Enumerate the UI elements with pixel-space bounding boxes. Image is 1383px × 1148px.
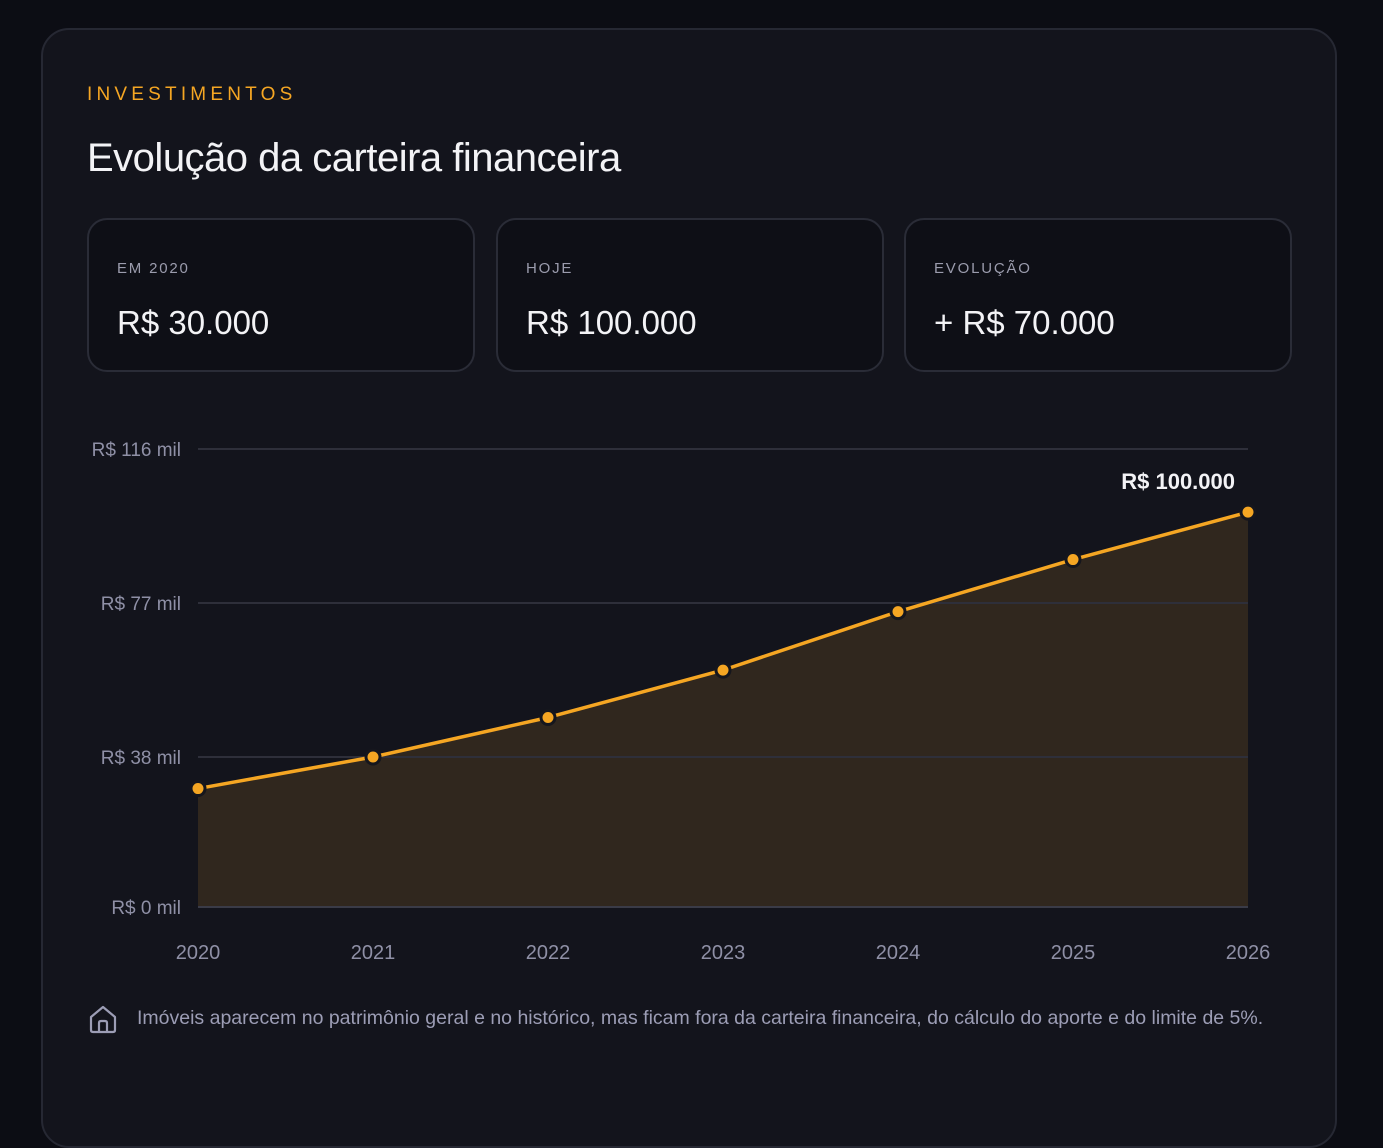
x-tick-label: 2022: [526, 942, 571, 964]
data-point: [189, 780, 207, 798]
y-tick-label: R$ 38 mil: [101, 748, 181, 769]
x-tick-label: 2024: [876, 942, 921, 964]
stat-label: EVOLUÇÃO: [934, 260, 1032, 277]
stat-value: + R$ 70.000: [934, 304, 1115, 341]
stat-value: R$ 30.000: [117, 304, 270, 341]
stat-label: HOJE: [526, 260, 574, 277]
page-title: Evolução da carteira financeira: [87, 136, 621, 180]
data-point: [714, 661, 732, 679]
section-eyebrow: INVESTIMENTOS: [87, 84, 297, 105]
footnote-text: Imóveis aparecem no patrimônio geral e n…: [137, 1007, 1264, 1029]
data-point: [539, 708, 557, 726]
x-tick-label: 2021: [351, 942, 396, 964]
data-point: [364, 748, 382, 766]
x-tick-label: 2025: [1051, 942, 1096, 964]
area-fill: [198, 512, 1248, 907]
stat-value: R$ 100.000: [526, 304, 697, 341]
portfolio-evolution-chart: R$ 0 mil R$ 38 mil R$ 77 mil R$ 116 mil 2020…: [92, 440, 1271, 964]
stat-card-2020: EM 2020 R$ 30.000: [87, 218, 475, 372]
y-tick-label: R$ 0 mil: [111, 898, 181, 919]
stat-card-evolution: EVOLUÇÃO + R$ 70.000: [904, 218, 1292, 372]
home-icon: [87, 1003, 119, 1040]
data-point: [889, 603, 907, 621]
last-value-label: R$ 100.000: [1121, 469, 1235, 494]
x-tick-label: 2023: [701, 942, 746, 964]
x-tick-label: 2026: [1226, 942, 1271, 964]
stat-card-today: HOJE R$ 100.000: [496, 218, 884, 372]
x-tick-label: 2020: [176, 942, 221, 964]
stat-label: EM 2020: [117, 260, 190, 277]
data-point: [1064, 551, 1082, 569]
y-tick-label: R$ 77 mil: [101, 594, 181, 615]
data-point: [1239, 503, 1257, 521]
y-tick-label: R$ 116 mil: [92, 440, 181, 461]
